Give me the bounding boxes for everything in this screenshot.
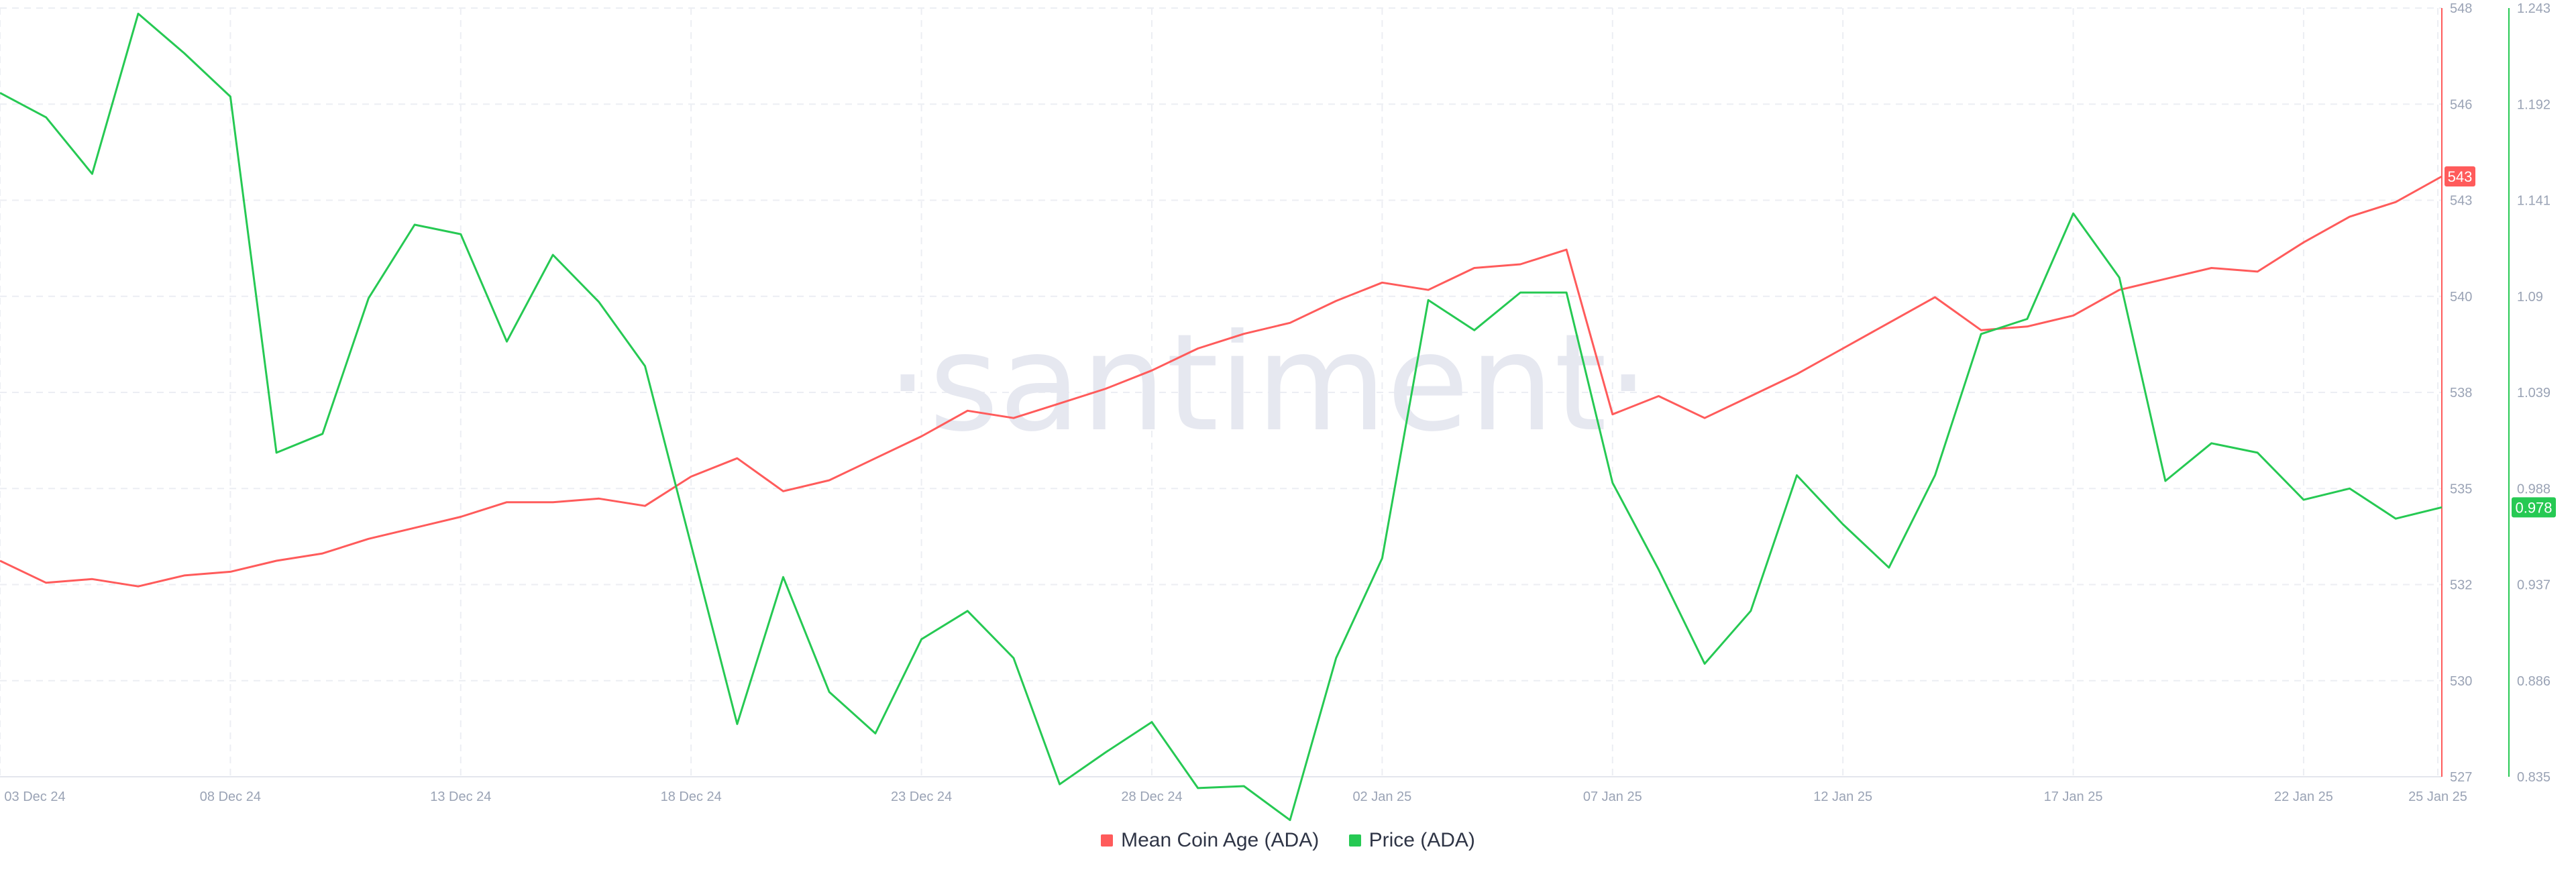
mca-last-value-badge: 543	[2448, 168, 2473, 185]
mean-coin-age-line[interactable]	[0, 175, 2443, 588]
x-tick-label: 23 Dec 24	[891, 789, 952, 804]
legend-item-mean-coin-age[interactable]: Mean Coin Age (ADA)	[1101, 829, 1319, 852]
x-tick-label: 08 Dec 24	[200, 789, 261, 804]
mca-y-tick-label: 546	[2450, 97, 2472, 112]
mca-y-tick-label: 540	[2450, 290, 2472, 305]
mca-y-tick-label: 543	[2450, 194, 2472, 209]
x-tick-label: 07 Jan 25	[1583, 789, 1642, 804]
series-lines[interactable]	[0, 12, 2443, 822]
legend-label-mean-coin-age: Mean Coin Age (ADA)	[1121, 829, 1320, 851]
x-tick-label: 25 Jan 25	[2408, 789, 2467, 804]
x-tick-label: 28 Dec 24	[1121, 789, 1182, 804]
axes	[0, 8, 2510, 777]
price-y-tick-label: 1.192	[2517, 97, 2551, 112]
mca-y-tick-label: 527	[2450, 770, 2472, 785]
mca-y-tick-label: 532	[2450, 578, 2472, 593]
mca-last-value-badge-bg	[2445, 166, 2475, 187]
mca-y-tick-label: 538	[2450, 386, 2472, 400]
mca-y-tick-label: 548	[2450, 1, 2472, 16]
price-last-value-badge-bg	[2512, 497, 2556, 518]
price-y-tick-label: 0.988	[2517, 482, 2551, 496]
mca-y-tick-label: 530	[2450, 674, 2472, 689]
legend-label-price: Price (ADA)	[1368, 829, 1475, 851]
grid	[0, 7, 2442, 777]
price-last-value-badge: 0.978	[2515, 499, 2552, 516]
x-tick-label: 12 Jan 25	[1813, 789, 1872, 804]
x-tick-label: 13 Dec 24	[430, 789, 491, 804]
legend: Mean Coin Age (ADA) Price (ADA)	[0, 829, 2576, 852]
price-y-tick-label: 1.141	[2517, 194, 2551, 209]
price-y-tick-label: 1.243	[2517, 1, 2551, 16]
legend-swatch-mean-coin-age	[1101, 834, 1114, 847]
x-tick-label: 17 Jan 25	[2044, 789, 2103, 804]
axis-labels: 03 Dec 24 08 Dec 24 13 Dec 24 18 Dec 24 23 D…	[4, 1, 2556, 804]
x-tick-label: 18 Dec 24	[661, 789, 722, 804]
x-tick-label: 22 Jan 25	[2274, 789, 2333, 804]
mca-y-tick-label: 535	[2450, 482, 2472, 496]
price-y-tick-label: 0.835	[2517, 770, 2551, 785]
price-line[interactable]	[0, 12, 2443, 822]
price-y-tick-label: 1.039	[2517, 386, 2551, 400]
price-y-tick-label: 1.09	[2517, 290, 2543, 305]
x-tick-label: 02 Jan 25	[1352, 789, 1411, 804]
price-y-tick-label: 0.886	[2517, 674, 2551, 689]
legend-item-price[interactable]: Price (ADA)	[1348, 829, 1475, 852]
legend-swatch-price	[1348, 834, 1361, 847]
price-y-tick-label: 0.937	[2517, 578, 2551, 593]
x-tick-label: 03 Dec 24	[4, 789, 65, 804]
santiment-watermark: ·santiment·	[886, 305, 1650, 461]
